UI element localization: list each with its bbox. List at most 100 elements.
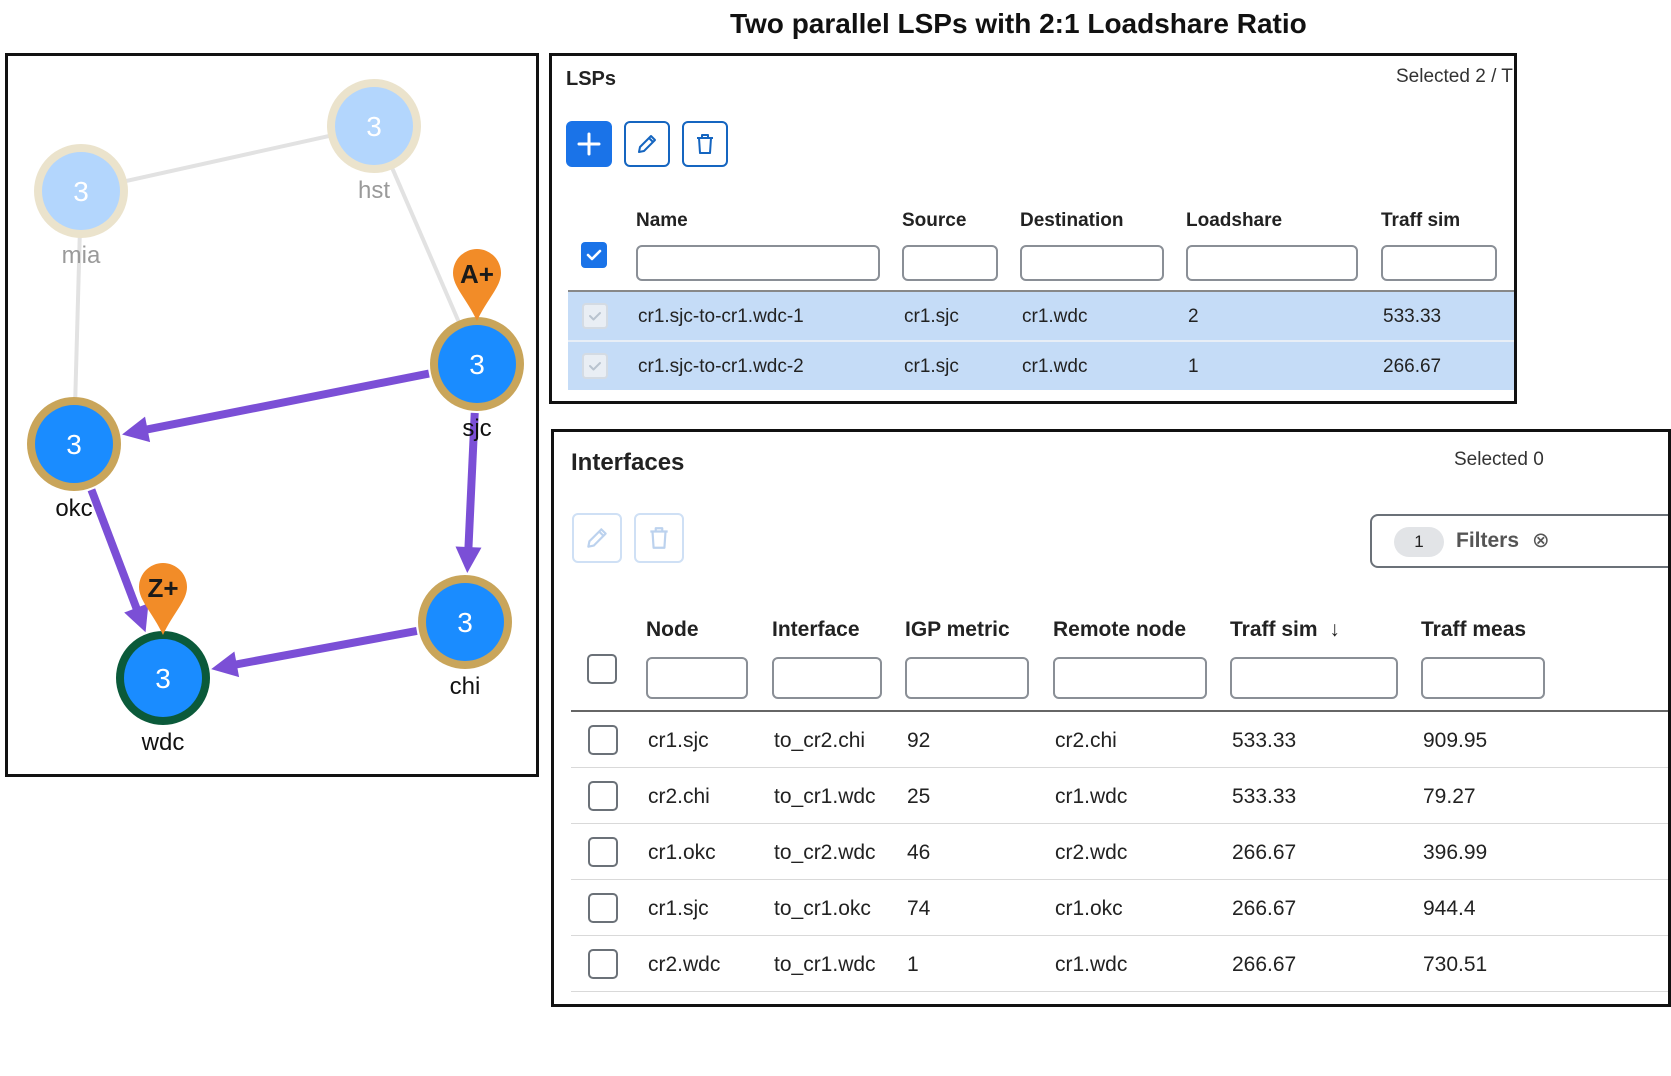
destination-filter-input[interactable] (1020, 245, 1164, 281)
if-remote-node: cr1.okc (1055, 897, 1123, 920)
traff-sim-filter-input[interactable] (1230, 657, 1398, 699)
table-row[interactable]: cr1.sjc to_cr1.okc 74 cr1.okc 266.67 944.4 (571, 880, 1668, 936)
clear-filter-icon[interactable]: ⊗ (1532, 529, 1550, 552)
plus-icon (577, 132, 601, 156)
row-checkbox[interactable] (588, 949, 618, 979)
remote-node-filter-input[interactable] (1053, 657, 1207, 699)
table-row[interactable]: cr2.chi to_cr1.wdc 25 cr1.wdc 533.33 79.27 (571, 768, 1668, 824)
pin-shape (453, 249, 501, 321)
node-filter-input[interactable] (646, 657, 748, 699)
figure-title: Two parallel LSPs with 2:1 Loadshare Rat… (730, 8, 1307, 39)
arrowhead-okc-wdc (124, 603, 149, 633)
col-header-traff-sim[interactable]: Traff sim (1381, 210, 1461, 231)
col-header-traff-meas[interactable]: Traff meas (1421, 618, 1527, 641)
traff-meas-filter-input[interactable] (1421, 657, 1545, 699)
if-igp-metric: 25 (907, 785, 931, 808)
node-sjc[interactable]: 3 sjc (430, 317, 524, 442)
topology-map-panel: 3 mia 3 hst 3 sjc 3 okc 3 chi 3 wdc A+ Z+ (5, 53, 539, 777)
col-header-igp-metric[interactable]: IGP metric (905, 618, 1010, 641)
if-traff-meas: 909.95 (1423, 729, 1488, 752)
if-interface: to_cr1.okc (774, 897, 871, 920)
igp-metric-filter-input[interactable] (905, 657, 1029, 699)
col-header-traff-sim[interactable]: Traff sim ↓ (1230, 618, 1340, 642)
lsp-path-sjc-chi[interactable] (463, 412, 479, 560)
endpoint-pin-icon: Z+ (139, 563, 187, 635)
row-checkbox[interactable] (582, 303, 608, 329)
node-value: 3 (155, 663, 171, 694)
node-chi[interactable]: 3 chi (418, 575, 512, 700)
node-value: 3 (66, 429, 82, 460)
table-row[interactable]: cr1.sjc to_cr2.chi 92 cr2.chi 533.33 909.95 (571, 712, 1668, 768)
table-row[interactable]: cr1.okc to_cr2.wdc 46 cr2.wdc 266.67 396.99 (571, 824, 1668, 880)
edit-interface-button[interactable] (572, 513, 622, 563)
row-checkbox[interactable] (588, 893, 618, 923)
endpoint-pin-icon: A+ (453, 249, 501, 321)
node-label: chi (450, 673, 481, 700)
node-okc[interactable]: 3 okc (27, 397, 121, 522)
if-node: cr2.wdc (648, 953, 721, 976)
arrowhead-sjc-chi (455, 546, 482, 574)
sort-descending-icon[interactable]: ↓ (1329, 618, 1340, 641)
loadshare-filter-input[interactable] (1186, 245, 1358, 281)
row-checkbox[interactable] (588, 725, 618, 755)
node-value: 3 (469, 349, 485, 380)
lsp-path-chi-wdc[interactable] (224, 627, 418, 671)
arrowhead-chi-wdc (211, 651, 240, 678)
delete-lsp-button[interactable] (682, 121, 728, 167)
node-hst[interactable]: 3 hst (327, 79, 421, 204)
edit-lsp-button[interactable] (624, 121, 670, 167)
col-header-node[interactable]: Node (646, 618, 699, 641)
name-filter-input[interactable] (636, 245, 880, 281)
node-circle (438, 325, 516, 403)
table-row[interactable]: cr2.wdc to_cr1.wdc 1 cr1.wdc 266.67 730.51 (571, 936, 1668, 992)
link-mia-hst[interactable] (80, 124, 375, 193)
check-icon (589, 312, 601, 321)
table-row[interactable]: cr1.sjc-to-cr1.wdc-1 cr1.sjc cr1.wdc 2 5… (568, 292, 1514, 340)
if-igp-metric: 74 (907, 897, 931, 920)
lsp-path-sjc-okc[interactable] (135, 369, 430, 436)
pencil-icon (587, 528, 607, 548)
row-checkbox[interactable] (588, 837, 618, 867)
delete-interface-button[interactable] (634, 513, 684, 563)
if-igp-metric: 1 (907, 953, 919, 976)
lsp-source: cr1.sjc (904, 306, 959, 327)
col-header-destination[interactable]: Destination (1020, 210, 1124, 231)
filters-button[interactable]: 1 Filters ⊗ (1370, 514, 1668, 568)
if-remote-node: cr1.wdc (1055, 785, 1128, 808)
node-circle (124, 639, 202, 717)
pin-shape (139, 563, 187, 635)
if-igp-metric: 92 (907, 729, 931, 752)
source-filter-input[interactable] (902, 245, 998, 281)
col-header-interface[interactable]: Interface (772, 618, 860, 641)
if-interface: to_cr1.wdc (774, 953, 876, 976)
node-circle (335, 87, 413, 165)
table-row[interactable]: cr1.sjc-to-cr1.wdc-2 cr1.sjc cr1.wdc 1 2… (568, 342, 1514, 390)
lsps-panel: LSPs Selected 2 / T Name Source Destinat… (549, 53, 1517, 404)
col-header-loadshare[interactable]: Loadshare (1186, 210, 1283, 231)
node-circle (426, 583, 504, 661)
interface-filter-input[interactable] (772, 657, 882, 699)
pin-label: Z+ (147, 573, 178, 603)
row-checkbox[interactable] (588, 781, 618, 811)
if-node: cr1.sjc (648, 729, 709, 752)
row-checkbox[interactable] (582, 353, 608, 379)
node-circle (42, 152, 120, 230)
if-traff-sim: 266.67 (1232, 953, 1297, 976)
row-divider (571, 823, 1668, 824)
select-all-checkbox[interactable] (587, 654, 617, 684)
col-header-name[interactable]: Name (636, 210, 688, 231)
pencil-icon (638, 135, 656, 153)
lsp-path-okc-wdc[interactable] (87, 488, 145, 621)
trash-icon (650, 527, 668, 549)
col-header-remote-node[interactable]: Remote node (1053, 618, 1187, 641)
node-mia[interactable]: 3 mia (34, 144, 128, 269)
node-wdc[interactable]: 3 wdc (116, 631, 210, 756)
if-node: cr2.chi (648, 785, 710, 808)
select-all-checkbox[interactable] (581, 242, 607, 268)
if-node: cr1.sjc (648, 897, 709, 920)
col-header-source[interactable]: Source (902, 210, 967, 231)
add-lsp-button[interactable] (566, 121, 612, 167)
lsp-destination: cr1.wdc (1022, 306, 1088, 327)
row-divider (571, 767, 1668, 768)
traff-sim-filter-input[interactable] (1381, 245, 1497, 281)
